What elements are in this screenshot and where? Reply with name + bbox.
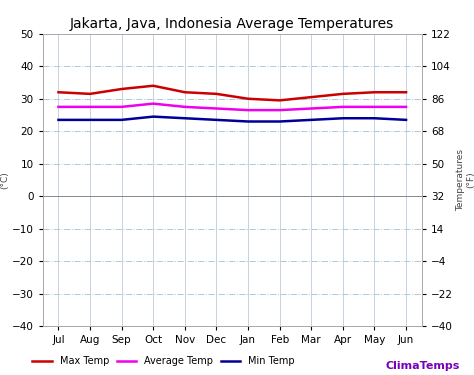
Title: Jakarta, Java, Indonesia Average Temperatures: Jakarta, Java, Indonesia Average Tempera… bbox=[70, 17, 394, 31]
Y-axis label: Temperatures
(°F): Temperatures (°F) bbox=[456, 149, 474, 211]
Min Temp bbox=[372, 116, 377, 120]
Max Temp bbox=[277, 98, 283, 103]
Average Temp bbox=[245, 108, 251, 112]
Average Temp bbox=[182, 105, 188, 109]
Max Temp bbox=[87, 92, 93, 96]
Average Temp bbox=[340, 105, 346, 109]
Min Temp bbox=[277, 119, 283, 124]
Legend: Max Temp, Average Temp, Min Temp: Max Temp, Average Temp, Min Temp bbox=[28, 352, 299, 370]
Max Temp bbox=[150, 84, 156, 88]
Min Temp bbox=[309, 118, 314, 122]
Average Temp bbox=[372, 105, 377, 109]
Line: Max Temp: Max Temp bbox=[58, 86, 406, 100]
Min Temp bbox=[150, 114, 156, 119]
Max Temp bbox=[403, 90, 409, 94]
Average Temp bbox=[87, 105, 93, 109]
Max Temp bbox=[309, 95, 314, 99]
Max Temp bbox=[340, 92, 346, 96]
Min Temp bbox=[403, 118, 409, 122]
Min Temp bbox=[119, 118, 125, 122]
Average Temp bbox=[403, 105, 409, 109]
Y-axis label: Temperatures
(°C): Temperatures (°C) bbox=[0, 149, 9, 211]
Min Temp bbox=[55, 118, 61, 122]
Min Temp bbox=[245, 119, 251, 124]
Line: Min Temp: Min Temp bbox=[58, 117, 406, 122]
Average Temp bbox=[214, 106, 219, 111]
Min Temp bbox=[87, 118, 93, 122]
Text: ClimaTemps: ClimaTemps bbox=[385, 361, 460, 371]
Min Temp bbox=[182, 116, 188, 120]
Min Temp bbox=[340, 116, 346, 120]
Average Temp bbox=[309, 106, 314, 111]
Max Temp bbox=[55, 90, 61, 94]
Average Temp bbox=[119, 105, 125, 109]
Line: Average Temp: Average Temp bbox=[58, 104, 406, 110]
Min Temp bbox=[214, 118, 219, 122]
Average Temp bbox=[277, 108, 283, 112]
Max Temp bbox=[372, 90, 377, 94]
Max Temp bbox=[214, 92, 219, 96]
Max Temp bbox=[119, 87, 125, 91]
Max Temp bbox=[245, 96, 251, 101]
Average Temp bbox=[150, 101, 156, 106]
Max Temp bbox=[182, 90, 188, 94]
Average Temp bbox=[55, 105, 61, 109]
